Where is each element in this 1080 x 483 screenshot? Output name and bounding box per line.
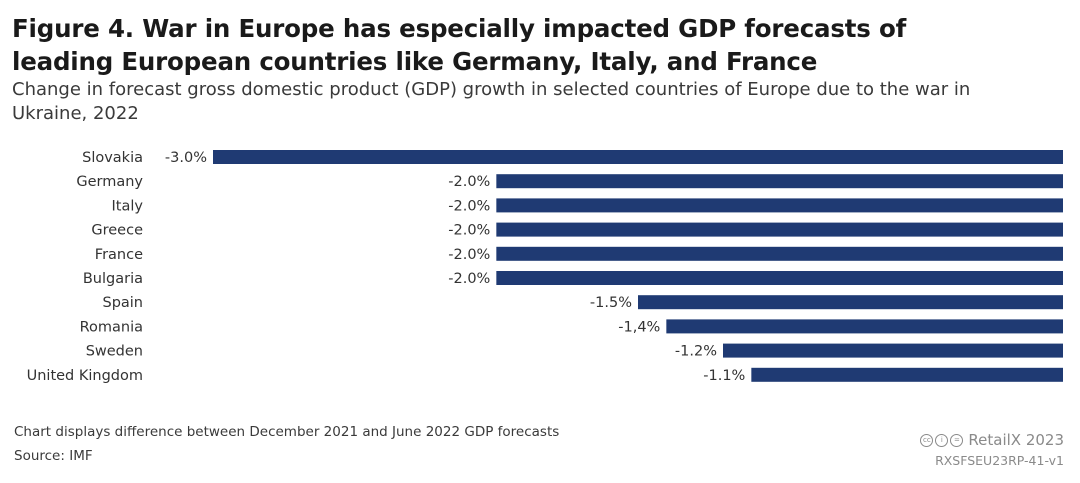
bar-chart: Slovakia -3.0% Germany -2.0% Italy -2.0% Greec… (0, 140, 1080, 400)
category-label: France (95, 247, 143, 263)
by-icon: i (935, 433, 949, 447)
license-icons: cc i = (920, 433, 964, 447)
value-label: -2.0% (448, 174, 490, 190)
chart-subtitle: Change in forecast gross domestic produc… (12, 79, 971, 124)
brand-name: RetailX 2023 (968, 431, 1064, 449)
bar (496, 246, 1063, 261)
value-label: -1.1% (703, 368, 745, 384)
chart-title: Figure 4. War in Europe has especially i… (12, 14, 907, 76)
nd-icon: = (950, 433, 964, 447)
category-label: Spain (102, 295, 143, 311)
chart-note: Chart displays difference between Decemb… (14, 424, 560, 440)
value-label: -2.0% (448, 271, 490, 287)
brand-mark: cc i = RetailX 2023 (920, 431, 1064, 449)
bar (496, 271, 1063, 285)
value-label: -2.0% (448, 198, 490, 214)
category-label: Sweden (86, 344, 143, 360)
bar (666, 319, 1063, 334)
category-label: United Kingdom (27, 368, 143, 384)
bar (496, 198, 1063, 213)
value-label: -1.2% (675, 344, 717, 360)
value-label: -3.0% (165, 150, 207, 166)
bar (213, 150, 1063, 164)
cc-icon: cc (920, 433, 934, 447)
bar (638, 295, 1063, 310)
bar (496, 174, 1063, 189)
bar-chart-svg: Slovakia -3.0% Germany -2.0% Italy -2.0% Greec… (27, 150, 1063, 384)
bar (723, 343, 1063, 358)
category-label: Bulgaria (83, 271, 143, 287)
value-label: -2.0% (448, 223, 490, 239)
value-label: -1.5% (590, 295, 632, 311)
value-label: -2.0% (448, 247, 490, 263)
chart-source: Source: IMF (14, 448, 93, 464)
category-label: Italy (112, 198, 144, 214)
category-label: Greece (91, 223, 143, 239)
category-label: Romania (80, 319, 143, 335)
value-label: -1,4% (618, 319, 660, 335)
category-label: Slovakia (82, 150, 143, 166)
bar (496, 222, 1063, 237)
category-label: Germany (76, 174, 143, 190)
report-code: RXSFSEU23RP-41-v1 (935, 453, 1064, 468)
bar (751, 367, 1063, 382)
